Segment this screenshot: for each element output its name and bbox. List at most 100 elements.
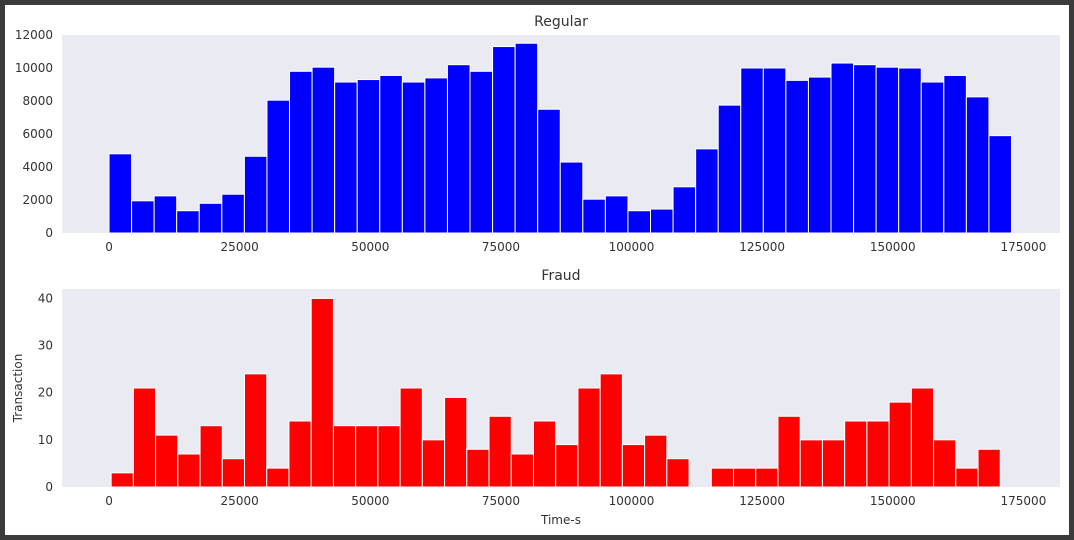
bar <box>666 458 690 488</box>
bar <box>356 79 381 234</box>
y-tick-label: 8000 <box>22 94 53 108</box>
x-tick-label: 150000 <box>870 494 916 508</box>
bar <box>155 434 179 488</box>
bar <box>672 186 697 234</box>
y-tick-label: 20 <box>38 386 53 400</box>
bar <box>401 81 426 234</box>
bar <box>221 458 246 488</box>
bar <box>875 66 900 234</box>
bar <box>108 153 133 234</box>
bar <box>695 148 719 234</box>
bar <box>399 387 423 488</box>
bar <box>799 439 823 488</box>
bar <box>943 74 967 234</box>
bar <box>559 161 584 234</box>
bar <box>377 425 401 488</box>
bar <box>821 439 846 488</box>
bar <box>717 104 742 234</box>
bar <box>176 210 200 234</box>
bar <box>965 96 990 234</box>
bar <box>977 448 1001 488</box>
bar <box>153 195 178 234</box>
bar <box>762 67 787 234</box>
x-tick-label: 150000 <box>870 240 916 254</box>
y-tick-label: 6000 <box>22 127 53 141</box>
bar <box>955 467 979 488</box>
bar <box>710 467 735 488</box>
bar <box>446 64 471 234</box>
y-tick-label: 10 <box>38 433 53 447</box>
y-tick-label: 4000 <box>22 160 53 174</box>
bar <box>332 425 357 488</box>
regular-histogram: 0 25000 50000 75000 100000 125000 150000 175000… <box>15 14 1060 254</box>
x-tick-label: 125000 <box>739 240 785 254</box>
bar <box>988 135 1013 234</box>
bar <box>844 420 868 488</box>
bar <box>177 453 201 488</box>
x-tick-label: 25000 <box>221 494 259 508</box>
bar <box>488 415 512 488</box>
bar <box>310 297 334 488</box>
x-tick-label: 175000 <box>1001 240 1047 254</box>
y-axis-label: Transaction <box>11 354 25 424</box>
x-axis-label: Time-s <box>540 513 581 527</box>
y-tick-label: 40 <box>38 291 53 305</box>
bar <box>469 70 494 234</box>
bar <box>733 467 757 488</box>
fraud-histogram: 0 25000 50000 75000 100000 125000 150000 175000… <box>11 268 1060 527</box>
bar <box>492 46 516 234</box>
bar <box>266 99 291 234</box>
x-tick-label: 75000 <box>482 494 520 508</box>
x-tick-label: 100000 <box>609 240 655 254</box>
bar <box>555 444 579 488</box>
bar <box>288 420 312 488</box>
bar <box>650 208 674 234</box>
bar <box>311 66 336 234</box>
bar <box>740 67 764 234</box>
chart-figure: 0 25000 50000 75000 100000 125000 150000 175000… <box>11 14 1060 527</box>
bar <box>830 62 855 234</box>
x-tick-label: 175000 <box>1001 494 1047 508</box>
x-tick-label: 50000 <box>351 240 389 254</box>
y-tick-label: 2000 <box>22 193 53 207</box>
x-tick-label: 100000 <box>609 494 655 508</box>
bar <box>355 425 379 488</box>
x-tick-label: 25000 <box>221 240 259 254</box>
bar <box>910 387 935 488</box>
bar <box>755 467 779 488</box>
y-tick-label: 0 <box>45 226 53 240</box>
x-tick-label: 50000 <box>351 494 389 508</box>
bar <box>537 108 561 234</box>
bar <box>466 448 490 488</box>
bar <box>920 81 945 234</box>
bar <box>785 79 809 234</box>
bar <box>444 396 468 488</box>
bar <box>604 195 629 234</box>
chart-title: Fraud <box>541 268 580 284</box>
bar <box>266 467 290 488</box>
bar <box>424 77 448 234</box>
bar <box>199 425 223 488</box>
y-tick-label: 0 <box>45 480 53 494</box>
bar <box>198 202 223 234</box>
x-tick-label: 75000 <box>482 240 520 254</box>
x-tick-label: 0 <box>105 494 113 508</box>
chart-title: Regular <box>534 14 588 30</box>
bar <box>888 401 912 488</box>
bar <box>421 439 446 488</box>
bar <box>110 472 134 488</box>
bar <box>244 373 268 488</box>
bar <box>582 198 606 234</box>
bar <box>644 434 668 488</box>
bar <box>621 444 646 488</box>
bar <box>777 415 801 488</box>
bar <box>289 70 313 234</box>
bar <box>510 453 534 488</box>
bar <box>627 210 652 234</box>
bar <box>334 81 358 234</box>
bar <box>853 64 877 234</box>
x-tick-label: 125000 <box>739 494 785 508</box>
y-tick-label: 10000 <box>15 61 53 75</box>
bar <box>514 42 539 234</box>
figure: 0 25000 50000 75000 100000 125000 150000 175000… <box>5 5 1069 535</box>
